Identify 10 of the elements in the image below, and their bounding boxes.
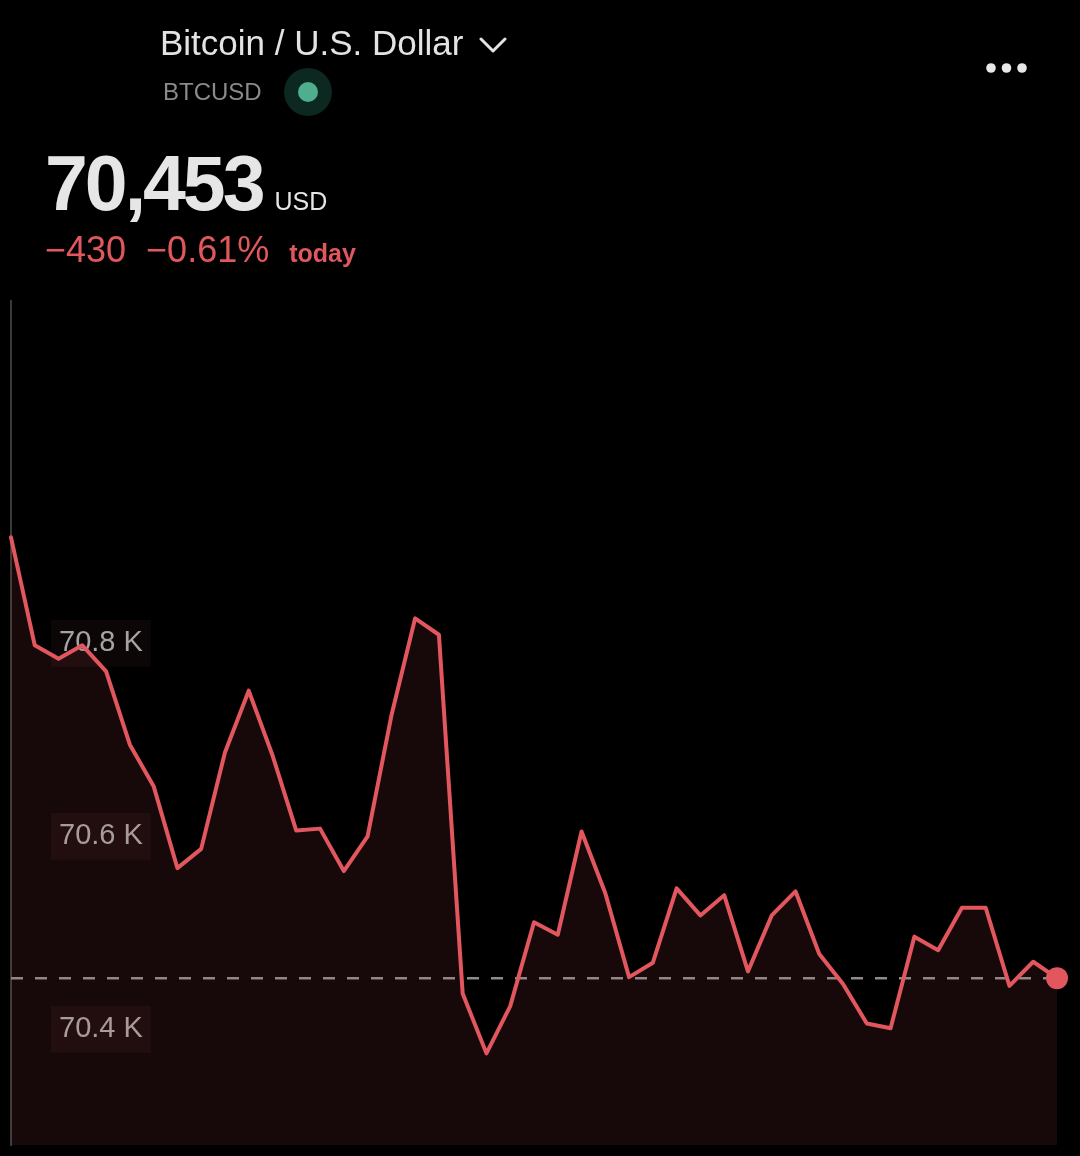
y-tick-label: 70.8 K (59, 625, 144, 658)
text: −430 (45, 229, 127, 270)
text: −0.61% (146, 229, 270, 270)
chart-subtitle: BTCUSD (163, 78, 262, 105)
text: USD (274, 187, 328, 215)
chart-title: Bitcoin / U.S. Dollar (160, 23, 464, 62)
y-tick-label: 70.4 K (59, 1011, 144, 1044)
y-tick-label: 70.6 K (59, 818, 144, 851)
text: 70,453 (45, 140, 263, 226)
text: today (289, 239, 356, 267)
